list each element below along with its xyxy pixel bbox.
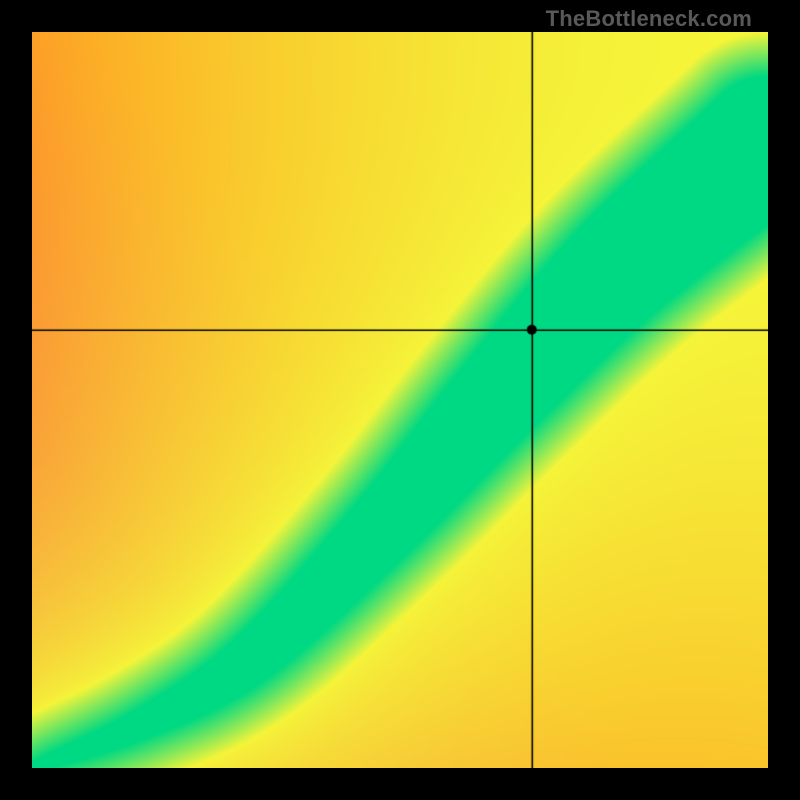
bottleneck-heatmap [32,32,768,768]
watermark-text: TheBottleneck.com [546,6,752,32]
chart-container: { "watermark": { "text": "TheBottleneck.… [0,0,800,800]
